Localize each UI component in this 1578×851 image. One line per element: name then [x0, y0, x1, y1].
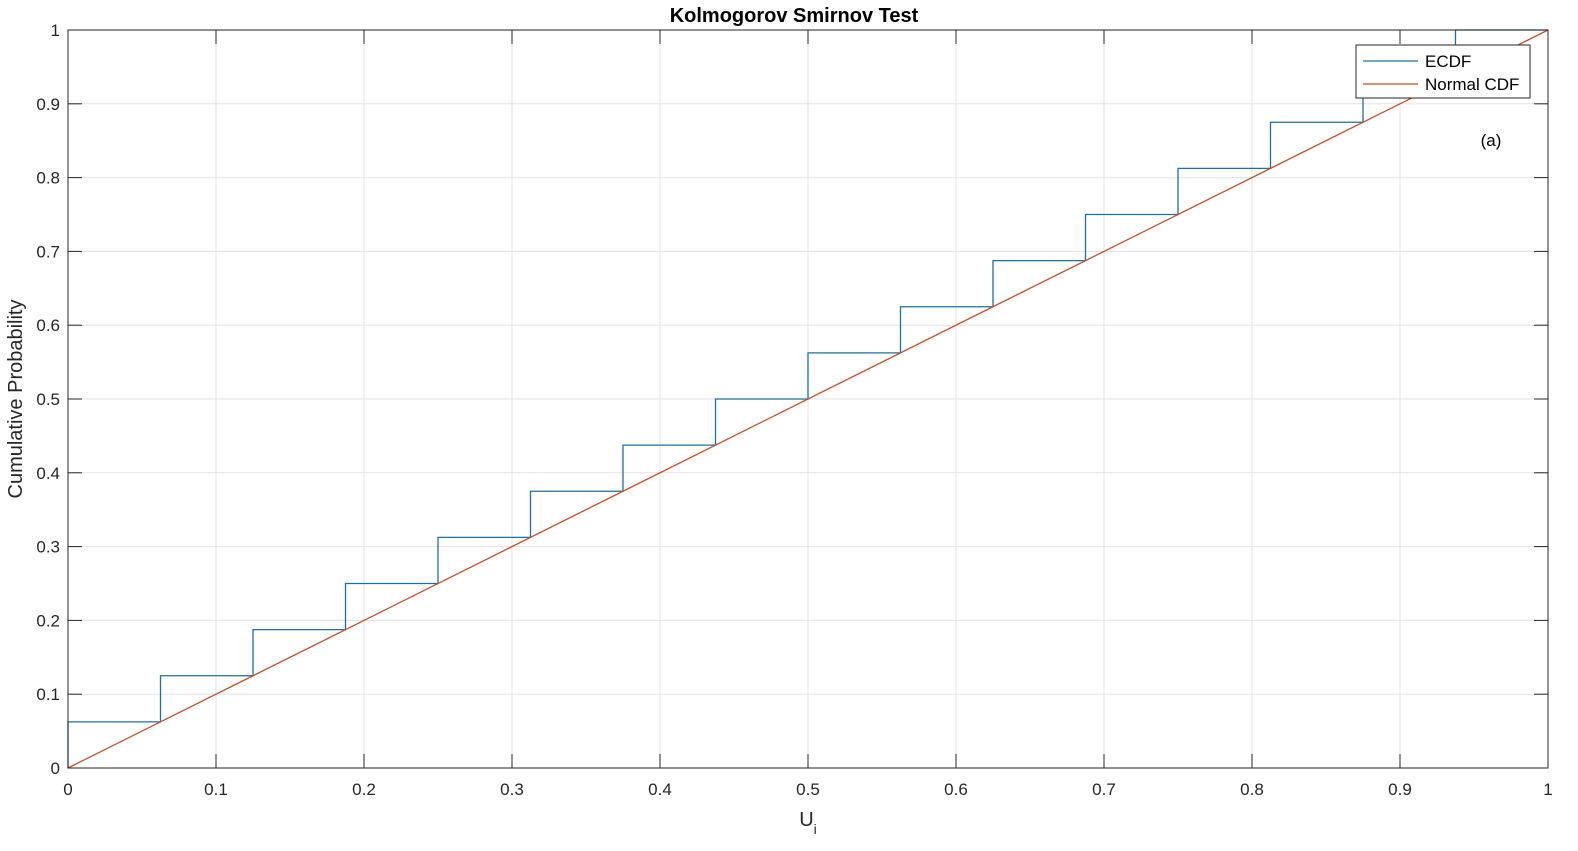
y-tick-label: 0.2: [36, 611, 60, 630]
y-tick-label: 0: [51, 759, 60, 778]
y-tick-label: 0.4: [36, 464, 60, 483]
x-tick-label: 0: [63, 780, 72, 799]
y-tick-label: 1: [51, 21, 60, 40]
y-tick-label: 0.8: [36, 169, 60, 188]
x-axis-title-subscript: i: [814, 821, 817, 837]
x-tick-label: 0.8: [1240, 780, 1264, 799]
x-tick-label: 0.9: [1388, 780, 1412, 799]
x-tick-label: 1: [1543, 780, 1552, 799]
y-tick-label: 0.5: [36, 390, 60, 409]
x-tick-label: 0.6: [944, 780, 968, 799]
x-tick-label: 0.1: [204, 780, 228, 799]
x-tick-label: 0.7: [1092, 780, 1116, 799]
annotation-label: (a): [1481, 131, 1502, 150]
y-tick-label: 0.3: [36, 538, 60, 557]
tick-labels: 0 0.1 0.2 0.3 0.4 0.5 0.6 0.7 0.8 0.9 1 0 0.1 0.2 0.3 0…: [36, 21, 1552, 799]
legend-label-normal-cdf: Normal CDF: [1425, 75, 1519, 94]
series-line-normal-cdf: [67, 29, 1549, 769]
x-tick-label: 0.3: [500, 780, 524, 799]
legend: ECDF Normal CDF: [1355, 44, 1531, 99]
x-tick-label: 0.2: [352, 780, 376, 799]
x-axis-title-main: U: [799, 809, 813, 831]
x-tick-label: 0.5: [796, 780, 820, 799]
series-layer: [67, 29, 1549, 769]
legend-box: [1355, 44, 1531, 99]
x-axis-title: Ui: [799, 809, 817, 837]
y-tick-label: 0.6: [36, 316, 60, 335]
tick-marks: [67, 29, 1549, 769]
y-tick-label: 0.9: [36, 95, 60, 114]
chart-title: Kolmogorov Smirnov Test: [670, 5, 919, 27]
y-axis-title: Cumulative Probability: [5, 300, 27, 499]
y-tick-label: 0.7: [36, 242, 60, 261]
y-tick-label: 0.1: [36, 685, 60, 704]
x-tick-label: 0.4: [648, 780, 672, 799]
legend-label-ecdf: ECDF: [1425, 52, 1471, 71]
